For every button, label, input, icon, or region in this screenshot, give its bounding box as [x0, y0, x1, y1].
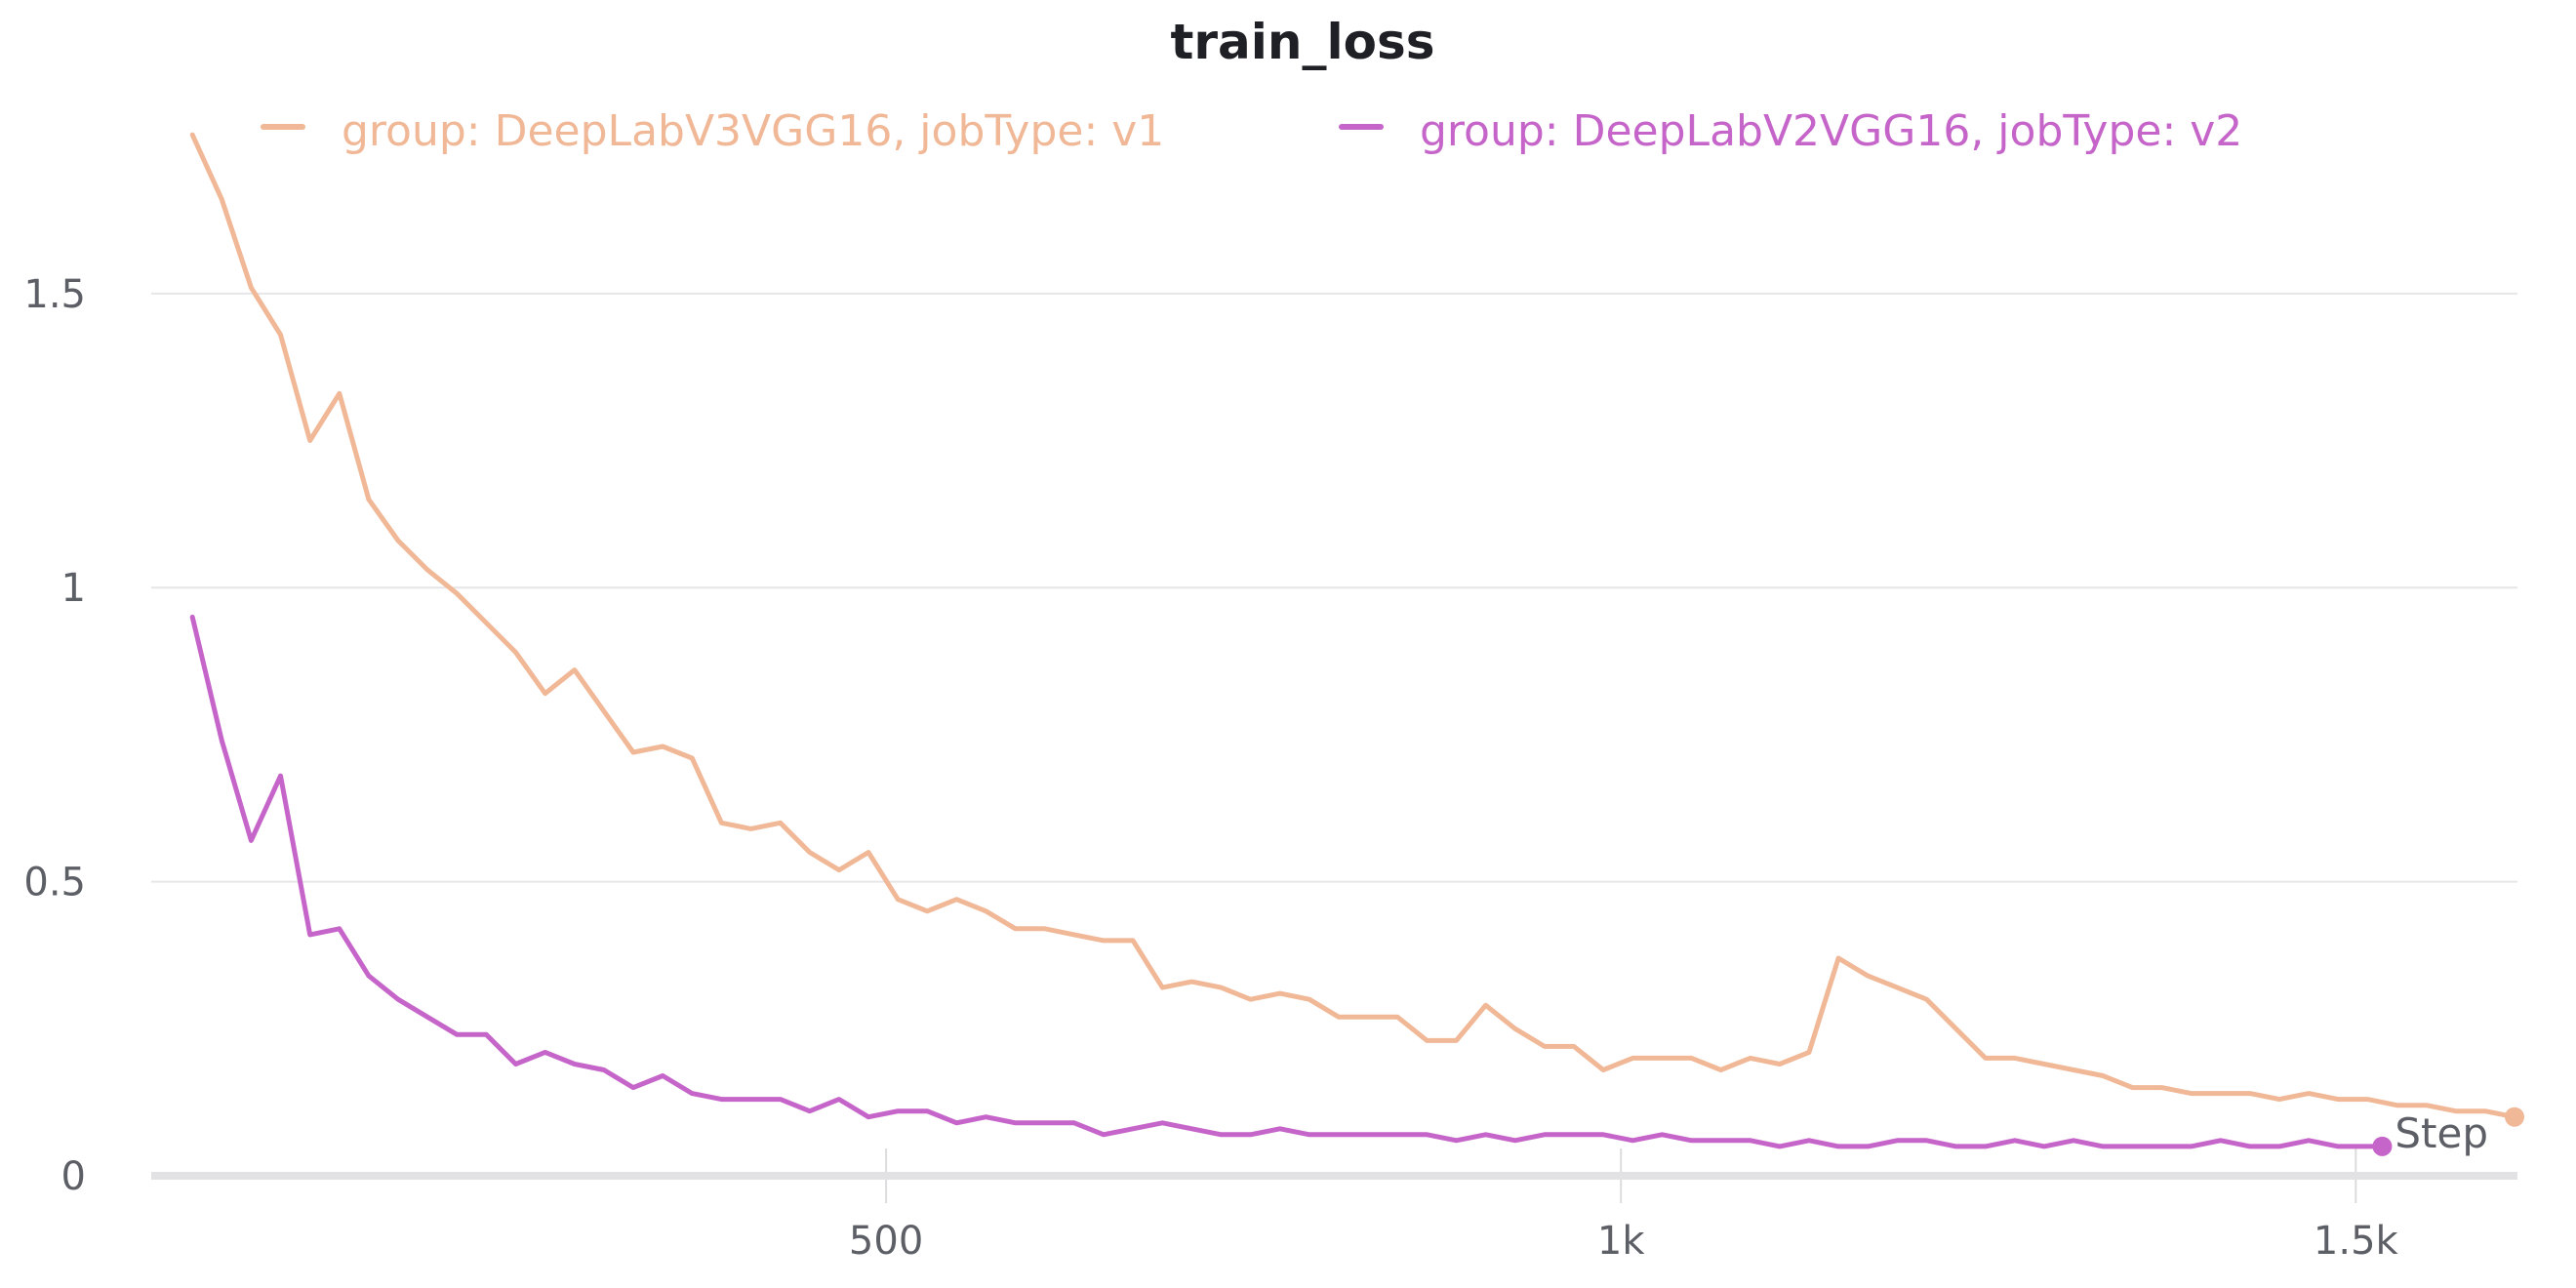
- series-end-point-1: [2504, 1107, 2524, 1127]
- series-line-2: [189, 614, 2385, 1149]
- series-end-point-2: [2372, 1136, 2393, 1156]
- series-layer: [189, 132, 2524, 1156]
- y-tick-label: 1.5: [23, 272, 86, 317]
- y-tick-label: 1: [61, 566, 86, 611]
- legend: group: DeepLabV3VGG16, jobType: v1 group:…: [261, 106, 2242, 156]
- x-tick-label: 1.5k: [2314, 1219, 2399, 1264]
- x-tick-label: 1k: [1597, 1219, 1645, 1264]
- y-axis: 0 0.5 1 1.5: [23, 272, 86, 1199]
- x-axis: 500 1k 1.5k: [151, 1148, 2517, 1264]
- y-tick-label: 0.5: [23, 861, 86, 906]
- series-line-1: [189, 132, 2517, 1120]
- x-tick-label: 500: [849, 1219, 923, 1264]
- legend-label-1: group: DeepLabV3VGG16, jobType: v1: [342, 106, 1164, 156]
- y-tick-label: 0: [61, 1154, 86, 1199]
- grid-lines: [151, 292, 2517, 883]
- chart-title: train_loss: [1170, 14, 1434, 70]
- legend-label-2: group: DeepLabV2VGG16, jobType: v2: [1420, 106, 2242, 156]
- x-axis-label: Step: [2395, 1109, 2488, 1157]
